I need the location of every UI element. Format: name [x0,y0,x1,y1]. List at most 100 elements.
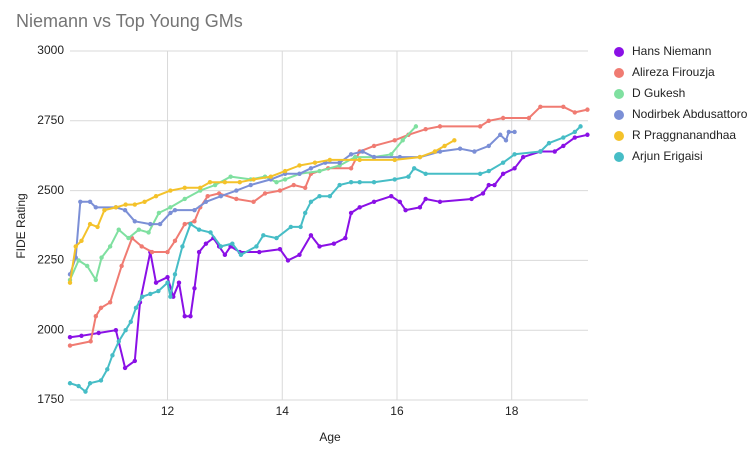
data-point [140,294,145,299]
data-point [297,252,302,258]
data-point [149,249,155,255]
data-point [192,207,197,213]
data-point [87,381,93,386]
data-point [107,300,113,305]
data-point [182,196,187,202]
data-point [212,182,218,188]
data-point [389,193,394,199]
data-point [132,358,138,364]
data-point [277,247,283,252]
data-point [192,219,197,224]
data-point [172,238,178,244]
data-point [95,224,100,230]
data-point [222,180,228,185]
data-point [165,280,170,285]
data-point [168,294,173,299]
data-point [218,244,224,249]
data-point [327,193,333,199]
data-point [172,272,178,277]
data-point [337,160,342,165]
data-point [119,263,124,269]
data-point [79,333,84,338]
data-point [561,104,566,110]
data-point [188,221,193,227]
data-point [238,252,244,258]
data-point [123,202,128,207]
data-point [360,149,365,154]
data-point [520,154,526,160]
data-point [348,152,354,157]
data-point [113,328,119,333]
data-point [157,221,163,227]
data-point [146,230,151,235]
data-point [357,180,362,185]
data-point [133,305,139,311]
series-line [69,105,588,347]
data-point [176,280,182,285]
data-point [480,191,486,196]
legend-marker [614,47,624,57]
data-point [248,182,253,188]
data-point [327,157,333,163]
data-point [268,174,273,179]
legend-marker [614,110,624,120]
data-point [168,210,173,216]
data-point [403,207,408,213]
data-point [498,132,503,137]
data-point [486,118,491,124]
data-point [486,182,491,188]
data-point [198,185,203,191]
data-point [79,238,84,244]
data-point [352,154,358,160]
data-point [274,235,279,241]
data-point [88,339,93,344]
grid: 1750 2000 2250 2500 2750 3000 12 14 16 18 [37,43,588,418]
data-point [348,166,354,171]
x-tick-label: 16 [390,404,404,418]
data-point [192,286,197,291]
data-point [392,177,397,182]
y-tick-label: 2500 [37,183,64,197]
data-point [116,339,121,344]
legend-marker [614,131,624,141]
data-point [93,314,99,319]
legend-marker [614,152,624,162]
data-point [261,233,266,238]
legend-marker [614,89,624,99]
data-point [123,328,128,333]
chart-title: Niemann vs Top Young GMs [16,11,243,31]
data-point [96,330,101,336]
data-point [572,110,578,115]
data-point [228,174,233,179]
data-point [73,244,78,249]
x-axis-title: Age [319,430,341,444]
data-point [389,152,394,157]
data-point [156,210,162,216]
data-point [472,149,477,154]
data-point [116,227,121,232]
series-line [69,125,417,281]
data-point [99,255,104,260]
data-point [136,227,142,232]
data-point [561,135,566,140]
data-point [411,166,417,171]
data-point [254,244,259,249]
data-point [182,185,187,191]
data-point [148,291,153,297]
data-point [93,205,99,210]
data-point [67,334,73,340]
data-point [512,129,517,135]
data-point [274,180,279,185]
data-point [230,241,235,246]
data-point [585,132,590,137]
data-point [578,124,583,129]
data-point [139,244,144,249]
data-point [67,343,73,348]
data-point [500,171,506,177]
legend-label: Arjun Erigaisi [632,149,703,163]
data-point [432,149,438,154]
data-point [500,115,506,121]
y-tick-label: 3000 [37,43,64,57]
data-point [122,207,128,213]
